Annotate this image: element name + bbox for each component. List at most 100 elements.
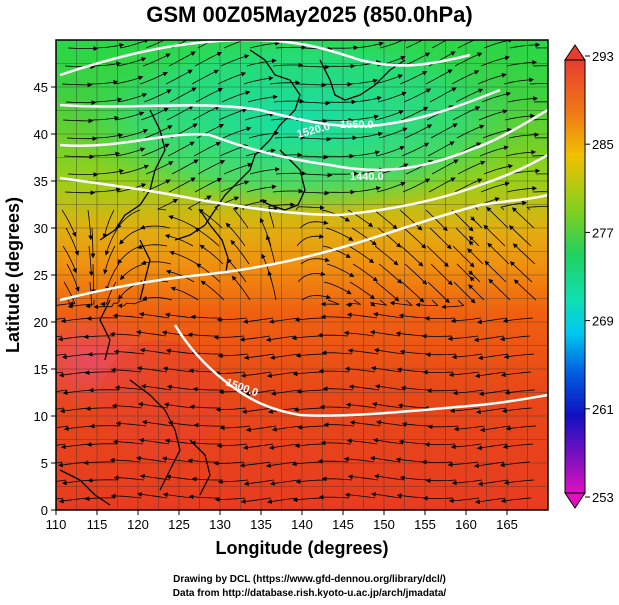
streamline: [402, 178, 431, 193]
colorbar-label: 261: [592, 402, 614, 417]
streamline: [88, 245, 94, 277]
streamline: [272, 62, 304, 68]
streamline: [110, 367, 142, 373]
streamline: [265, 335, 297, 342]
streamline: [105, 263, 120, 292]
streamline: [474, 371, 506, 379]
streamline: [271, 425, 303, 432]
streamline: [299, 100, 331, 106]
streamline: [503, 353, 535, 359]
streamline: [450, 443, 482, 450]
streamline: [140, 107, 169, 121]
streamline: [113, 475, 145, 481]
streamline: [89, 423, 121, 429]
streamline: [484, 260, 507, 283]
streamline: [219, 144, 249, 157]
streamline: [169, 250, 198, 265]
streamline: [56, 299, 71, 306]
streamline: [193, 141, 221, 157]
streamline: [267, 407, 299, 414]
streamline: [346, 312, 378, 319]
streamline: [268, 202, 296, 211]
streamline: [424, 316, 456, 321]
streamline: [424, 442, 456, 447]
streamline: [373, 74, 403, 85]
streamline: [246, 58, 277, 67]
streamline: [145, 40, 166, 49]
streamline: [389, 299, 414, 306]
y-tick-label: 30: [34, 221, 48, 236]
y-tick-label: 20: [34, 315, 48, 330]
streamline: [113, 75, 144, 85]
streamline: [163, 402, 195, 409]
streamline: [323, 281, 352, 295]
streamline: [401, 142, 430, 157]
streamline: [296, 389, 327, 394]
streamline: [376, 181, 406, 193]
streamline: [298, 64, 330, 70]
streamline: [448, 371, 480, 378]
streamline: [501, 407, 533, 414]
streamline: [247, 94, 278, 103]
y-tick-label: 25: [34, 268, 48, 283]
streamline: [374, 245, 399, 266]
streamline: [502, 317, 534, 324]
streamline: [425, 69, 453, 85]
streamline: [213, 460, 245, 466]
streamline: [373, 347, 405, 355]
streamline: [478, 109, 508, 121]
streamline: [275, 171, 307, 176]
streamline: [477, 353, 509, 361]
streamline: [504, 113, 536, 121]
streamline: [87, 351, 119, 357]
streamline: [473, 335, 505, 343]
streamline: [327, 45, 359, 51]
streamline: [370, 491, 402, 499]
streamline: [400, 385, 432, 391]
streamline: [297, 154, 329, 160]
streamline: [503, 77, 534, 85]
streamline: [119, 263, 146, 280]
streamline: [488, 278, 511, 301]
streamline: [532, 65, 548, 67]
x-tick-label: 160: [455, 517, 477, 532]
streamline: [430, 263, 453, 286]
streamline: [477, 73, 507, 85]
streamline: [196, 124, 225, 139]
streamline: [145, 161, 174, 175]
streamline: [139, 71, 168, 85]
streamline: [427, 424, 459, 430]
streamline: [452, 106, 481, 121]
streamline: [168, 51, 196, 67]
streamline: [294, 443, 326, 449]
streamline: [474, 497, 506, 505]
y-axis-label: Latitude (degrees): [3, 197, 23, 353]
streamline: [194, 51, 223, 67]
streamline: [60, 317, 92, 324]
streamline: [93, 43, 125, 49]
streamline: [67, 172, 99, 177]
streamline: [513, 279, 537, 301]
streamline: [343, 456, 375, 463]
streamline: [506, 60, 538, 67]
streamline: [297, 424, 328, 430]
streamline: [85, 406, 117, 411]
streamline: [136, 492, 168, 499]
colorbar-label: 293: [592, 49, 614, 64]
streamline: [503, 479, 535, 485]
streamline: [187, 458, 218, 464]
streamline: [57, 461, 89, 468]
contour-line: [59, 108, 548, 172]
streamline: [136, 366, 168, 373]
streamline: [135, 456, 167, 463]
streamline: [487, 242, 510, 265]
streamline: [295, 353, 327, 358]
streamline: [109, 457, 141, 463]
y-tick-label: 15: [34, 362, 48, 377]
streamline: [63, 281, 76, 306]
streamline: [162, 492, 194, 499]
streamline: [216, 443, 248, 449]
colorbar-label: 277: [592, 225, 614, 240]
streamline: [56, 479, 67, 482]
streamline: [506, 186, 538, 193]
